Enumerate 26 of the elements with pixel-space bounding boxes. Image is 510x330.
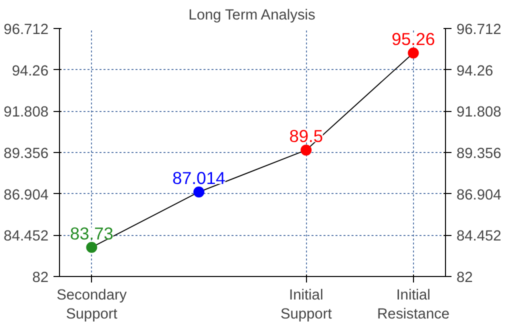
- x-tick-label: Initial Support: [280, 288, 332, 323]
- y2-tick-label: 89.356: [456, 146, 502, 162]
- y2-tick-label: 94.26: [456, 63, 494, 80]
- data-label: 87.014: [172, 168, 226, 188]
- x-tick-label: Secondary Support: [56, 288, 128, 323]
- point: [300, 144, 312, 156]
- y2-tick-label: 91.808: [456, 104, 502, 121]
- y-tick-label: 82: [32, 270, 49, 286]
- y-tick-label: 89.356: [4, 146, 48, 162]
- x-tick-label: Initial Resistance: [377, 288, 450, 323]
- y-tick-label: 94.26: [12, 63, 49, 80]
- y2-tick-label: 86.904: [456, 187, 502, 204]
- y-tick-label: 84.452: [4, 228, 48, 245]
- data-label: 95.26: [392, 28, 436, 49]
- point: [193, 186, 204, 198]
- y-tick-label: 96.712: [4, 22, 48, 38]
- y2-tick-label: 84.452: [456, 228, 502, 245]
- point: [86, 242, 98, 253]
- y2-tick-label: 96.712: [456, 22, 502, 38]
- y-tick-label: 86.904: [4, 187, 48, 204]
- chart-title: Long Term Analysis: [188, 8, 316, 24]
- point: [408, 47, 419, 58]
- y2-tick-label: 82: [456, 270, 473, 286]
- data-label: 83.73: [70, 223, 114, 244]
- y-tick-label: 91.808: [4, 104, 48, 121]
- data-label: 89.5: [289, 126, 323, 146]
